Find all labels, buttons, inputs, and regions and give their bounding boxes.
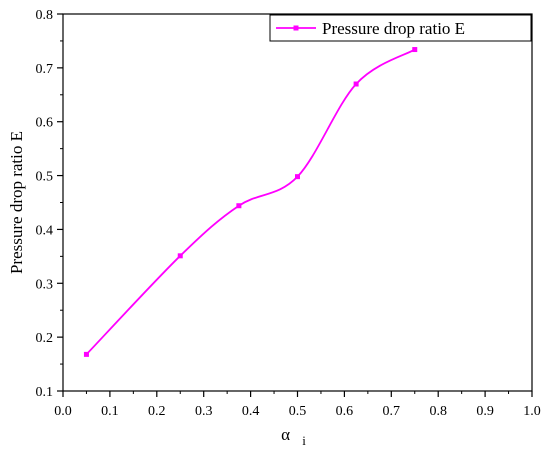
x-axis-ticks: 0.0 0.1 0.2 0.3 0.4 0.5 0.6 0.7 0.8 0.9 1.0: [54, 391, 541, 419]
series-markers: [83, 47, 418, 357]
y-tick-label: 0.1: [36, 385, 54, 400]
data-point-marker: [236, 203, 242, 209]
x-tick-label: 1.0: [523, 404, 541, 419]
x-tick-label: 0.1: [101, 404, 119, 419]
legend-label: Pressure drop ratio E: [322, 19, 465, 38]
y-axis-ticks: 0.1 0.2 0.3 0.4 0.5 0.6 0.7 0.8: [36, 8, 63, 400]
data-point-marker: [353, 81, 359, 87]
x-tick-label: 0.9: [476, 404, 494, 419]
x-tick-label: 0.5: [289, 404, 307, 419]
x-tick-label: 0.3: [195, 404, 213, 419]
x-tick-label: 0.4: [242, 404, 260, 419]
y-axis-title: Pressure drop ratio E: [7, 131, 26, 274]
x-tick-label: 0.8: [429, 404, 447, 419]
legend: Pressure drop ratio E: [269, 14, 532, 42]
data-point-marker: [177, 253, 183, 259]
y-tick-label: 0.7: [36, 62, 54, 77]
data-point-marker: [83, 351, 89, 357]
y-tick-label: 0.8: [36, 8, 54, 23]
x-axis-title-subscript: i: [302, 433, 306, 448]
x-tick-label: 0.6: [336, 404, 354, 419]
x-tick-label: 0.7: [383, 404, 401, 419]
data-point-marker: [412, 47, 418, 53]
y-tick-label: 0.6: [36, 116, 54, 131]
y-tick-label: 0.2: [36, 331, 54, 346]
data-point-marker: [295, 174, 300, 180]
x-axis-title-main: α: [281, 425, 290, 444]
y-tick-label: 0.4: [36, 223, 54, 238]
y-tick-label: 0.3: [36, 277, 54, 292]
x-tick-label: 0.2: [148, 404, 166, 419]
x-axis-title: α i: [281, 425, 306, 448]
x-tick-label: 0.0: [54, 404, 72, 419]
y-tick-label: 0.5: [36, 170, 54, 185]
legend-marker: [293, 25, 299, 31]
